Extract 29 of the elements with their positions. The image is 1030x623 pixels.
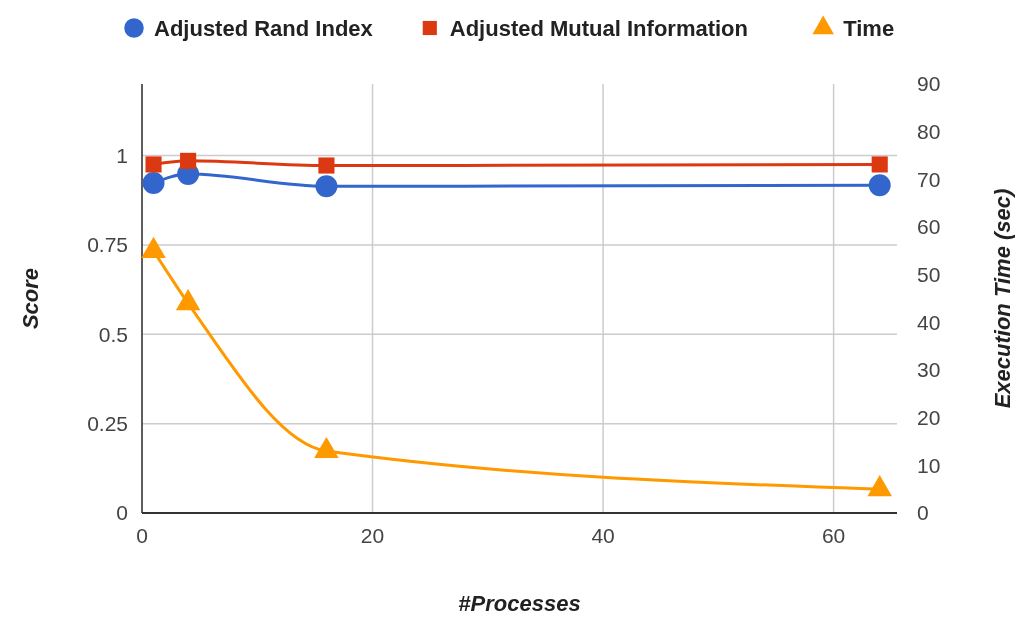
y2-tick-label: 40 (917, 310, 941, 334)
legend-label: Adjusted Mutual Information (449, 15, 748, 41)
point (867, 475, 892, 497)
x-axis-title: #Processes (458, 591, 581, 616)
point (175, 289, 201, 311)
x-tick-label: 40 (591, 524, 615, 547)
y-tick-label: 0.75 (87, 233, 128, 257)
y-axis-title: Score (18, 267, 43, 330)
y-tick-label: 0 (116, 501, 128, 525)
y2-tick-label: 50 (917, 263, 941, 287)
y2-tick-label: 70 (917, 167, 941, 191)
y2-tick-label: 80 (917, 120, 941, 144)
y2-axis-title: Execution Time (sec) (990, 188, 1015, 409)
y2-tick-label: 20 (917, 406, 941, 430)
y2-tick-label: 60 (917, 215, 941, 239)
y-tick-label: 0.25 (87, 411, 128, 435)
x-tick-label: 20 (360, 524, 385, 547)
legend-label: Time (843, 15, 895, 41)
y2-tick-label: 30 (917, 358, 941, 382)
y-tick-label: 0.5 (98, 322, 128, 346)
y-tick-label: 1 (116, 143, 128, 167)
y2-tick-label: 90 (917, 72, 941, 96)
point (314, 436, 339, 459)
point (141, 236, 166, 258)
legend-label: Adjusted Rand Index (154, 15, 374, 41)
x-tick-label: 60 (821, 524, 846, 547)
y2-tick-label: 10 (917, 453, 941, 477)
y2-tick-label: 0 (917, 501, 929, 525)
x-tick-label: 0 (136, 524, 148, 547)
